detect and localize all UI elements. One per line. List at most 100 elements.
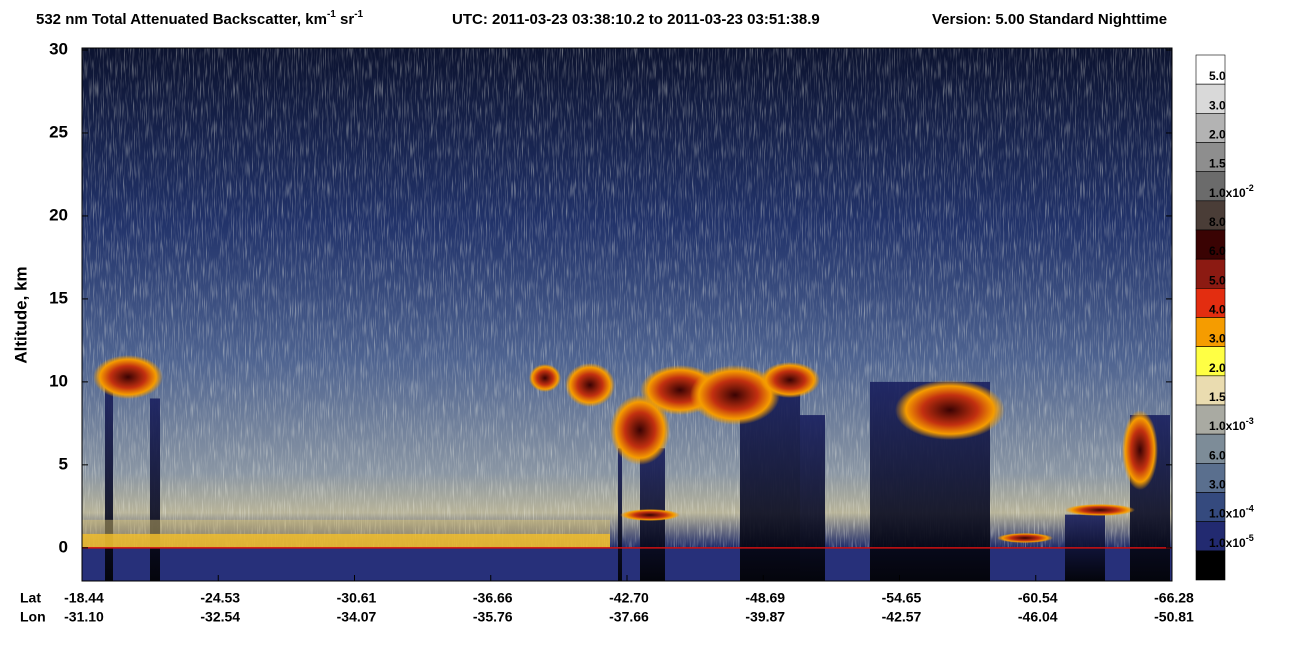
colorbar-label-text: 5.0 xyxy=(1209,274,1226,288)
colorbar-label: 5.0 xyxy=(1209,69,1226,83)
cloud xyxy=(895,380,1005,440)
lat-label: -36.66 xyxy=(473,590,513,606)
colorbar-label: 1.0x10-2 xyxy=(1209,183,1254,200)
cloud xyxy=(760,362,820,398)
lon-label: -39.87 xyxy=(745,609,785,625)
colorbar-label-text: 1.5 xyxy=(1209,157,1226,171)
colorbar-swatch xyxy=(1195,113,1226,143)
cloud xyxy=(997,533,1053,543)
shadow-column xyxy=(150,398,160,581)
lat-label: -30.61 xyxy=(337,590,377,606)
shadow-column xyxy=(800,415,825,581)
x-row-label: Lat xyxy=(20,590,41,606)
colorbar-swatch xyxy=(1195,171,1226,202)
colorbar-label-sup: -4 xyxy=(1246,504,1254,514)
colorbar-label: 6.0 xyxy=(1209,244,1226,258)
colorbar-label-text: 3.0 xyxy=(1209,478,1226,492)
lat-label: -66.28 xyxy=(1154,590,1194,606)
cloud xyxy=(565,363,615,407)
colorbar-label-text: 1.0x10 xyxy=(1209,507,1246,521)
colorbar-swatch xyxy=(1195,463,1226,493)
colorbar: 5.03.02.01.51.0x10-28.06.05.04.03.02.01.… xyxy=(1195,54,1254,581)
colorbar-label: 3.0 xyxy=(1209,332,1226,346)
y-tick-label: 10 xyxy=(49,371,68,390)
colorbar-label-text: 8.0 xyxy=(1209,215,1226,229)
colorbar-label: 4.0 xyxy=(1209,303,1226,317)
cloud xyxy=(529,364,561,392)
x-row-label: Lon xyxy=(20,609,46,625)
colorbar-swatch xyxy=(1195,83,1226,114)
cloud xyxy=(1065,504,1135,516)
colorbar-swatch xyxy=(1195,142,1226,172)
colorbar-label-text: 4.0 xyxy=(1209,303,1226,317)
colorbar-swatch xyxy=(1195,288,1226,318)
colorbar-label: 3.0 xyxy=(1209,99,1226,113)
cloud xyxy=(610,395,670,465)
y-tick-label: 5 xyxy=(59,454,68,473)
colorbar-label-text: 3.0 xyxy=(1209,332,1226,346)
chart-title: 532 nm Total Attenuated Backscatter, km-… xyxy=(36,9,1167,28)
colorbar-label-text: 6.0 xyxy=(1209,449,1226,463)
colorbar-swatch xyxy=(1195,346,1226,377)
colorbar-swatch xyxy=(1195,229,1226,260)
y-axis-label: Altitude, km xyxy=(11,266,30,363)
colorbar-label-text: 6.0 xyxy=(1209,244,1226,258)
y-tick-label: 20 xyxy=(49,205,68,224)
shadow-column xyxy=(105,381,113,581)
colorbar-label-text: 1.0x10 xyxy=(1209,186,1246,200)
colorbar-label: 1.0x10-5 xyxy=(1209,533,1254,550)
colorbar-label: 8.0 xyxy=(1209,215,1226,229)
colorbar-label: 2.0 xyxy=(1209,361,1226,375)
colorbar-swatch xyxy=(1195,521,1226,552)
colorbar-label-sup: -5 xyxy=(1246,533,1254,543)
colorbar-swatch xyxy=(1195,317,1226,347)
cloud xyxy=(1122,410,1158,490)
colorbar-label-text: 1.0x10 xyxy=(1209,419,1246,433)
colorbar-label: 1.0x10-4 xyxy=(1209,504,1254,521)
colorbar-label-text: 1.5 xyxy=(1209,390,1226,404)
colorbar-label: 1.0x10-3 xyxy=(1209,417,1254,434)
lon-label: -32.54 xyxy=(200,609,240,625)
colorbar-label-sup: -3 xyxy=(1246,417,1254,427)
surface-band xyxy=(82,533,610,548)
boundary-layer xyxy=(82,519,610,534)
lon-label: -34.07 xyxy=(337,609,377,625)
colorbar-label-text: 2.0 xyxy=(1209,128,1226,142)
colorbar-swatch xyxy=(1195,404,1226,435)
plot-area xyxy=(82,48,1172,581)
colorbar-label: 3.0 xyxy=(1209,478,1226,492)
colorbar-label: 2.0 xyxy=(1209,128,1226,142)
colorbar-label-sup: -2 xyxy=(1246,183,1254,193)
colorbar-swatch xyxy=(1195,200,1226,231)
colorbar-label: 6.0 xyxy=(1209,449,1226,463)
cloud xyxy=(93,355,163,399)
colorbar-label: 5.0 xyxy=(1209,274,1226,288)
colorbar-swatch xyxy=(1195,550,1226,581)
colorbar-label-text: 3.0 xyxy=(1209,99,1226,113)
lon-label: -42.57 xyxy=(882,609,922,625)
lon-label: -50.81 xyxy=(1154,609,1194,625)
lon-label: -37.66 xyxy=(609,609,649,625)
colorbar-label-text: 5.0 xyxy=(1209,69,1226,83)
colorbar-label: 1.5 xyxy=(1209,157,1226,171)
lat-label: -42.70 xyxy=(609,590,649,606)
lat-label: -54.65 xyxy=(882,590,922,606)
cloud xyxy=(690,365,780,425)
lon-label: -31.10 xyxy=(64,609,104,625)
colorbar-label-text: 2.0 xyxy=(1209,361,1226,375)
lat-label: -60.54 xyxy=(1018,590,1058,606)
y-tick-label: 30 xyxy=(49,39,68,58)
y-tick-label: 15 xyxy=(49,288,68,307)
cloud xyxy=(620,509,680,521)
lat-label: -18.44 xyxy=(64,590,104,606)
colorbar-swatch xyxy=(1195,54,1226,85)
colorbar-swatch xyxy=(1195,258,1226,289)
signal-noise xyxy=(82,48,1172,548)
colorbar-label-text: 1.0x10 xyxy=(1209,536,1246,550)
shadow-column xyxy=(618,448,622,581)
axes: 0 5 10 15 20 25 30 Lat Lon -18.44 -31.10 -24.53 -32.… xyxy=(20,39,1194,624)
lat-label: -24.53 xyxy=(200,590,240,606)
y-tick-label: 25 xyxy=(49,122,68,141)
lon-label: -46.04 xyxy=(1018,609,1058,625)
